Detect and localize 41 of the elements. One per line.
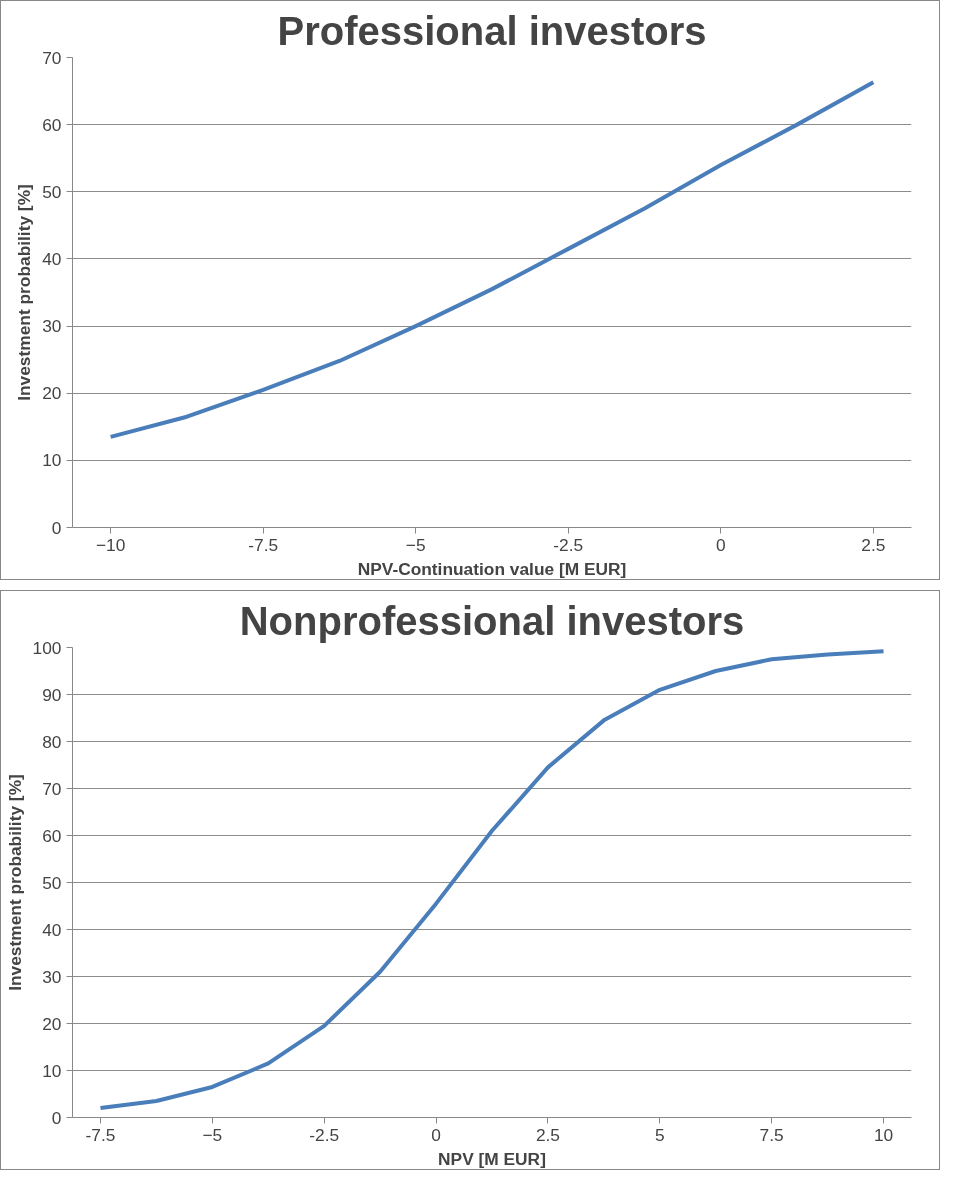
- x-tick-label: 10: [873, 1124, 894, 1145]
- x-tick-label: 2.5: [861, 534, 886, 555]
- x-tick-label: −5: [202, 1124, 223, 1145]
- x-tick-label: 7.5: [759, 1124, 784, 1145]
- x-tick-label: -7.5: [85, 1124, 116, 1145]
- y-tick-label: 60: [42, 114, 62, 135]
- x-axis-title: NPV [M EUR]: [438, 1148, 546, 1169]
- y-tick-label: 0: [51, 517, 62, 538]
- y-tick-label: 40: [42, 919, 62, 940]
- y-tick-label: 0: [51, 1107, 62, 1128]
- y-tick-label: 60: [42, 825, 62, 846]
- x-axis-title: NPV-Continuation value [M EUR]: [357, 558, 627, 579]
- y-tick-label: 40: [42, 248, 62, 269]
- y-tick-label: 80: [42, 731, 62, 752]
- y-tick-label: 10: [42, 1060, 62, 1081]
- y-tick-label: 70: [42, 47, 62, 68]
- y-tick-label: 30: [42, 316, 62, 337]
- chart-title: Nonprofessional investors: [239, 598, 745, 643]
- x-tick-label: 2.5: [535, 1124, 560, 1145]
- y-tick-label: 10: [42, 450, 62, 471]
- line-series: [98, 649, 886, 1111]
- y-tick-label: 100: [32, 637, 62, 658]
- y-tick-label: 70: [42, 778, 62, 799]
- y-tick-label: 50: [42, 872, 62, 893]
- x-tick-label: -2.5: [309, 1124, 340, 1145]
- x-tick-label: -2.5: [553, 534, 584, 555]
- x-tick-label: -7.5: [248, 534, 279, 555]
- y-tick-label: 50: [42, 181, 62, 202]
- x-tick-label: 0: [716, 534, 726, 555]
- y-axis-title: Investment probability [%]: [4, 774, 25, 991]
- x-tick-label: −5: [405, 534, 426, 555]
- line-series: [108, 80, 876, 439]
- chart-title: Professional investors: [277, 8, 707, 53]
- y-axis-title: Investment probability [%]: [14, 184, 35, 401]
- y-tick-label: 20: [42, 383, 62, 404]
- y-tick-label: 90: [42, 684, 62, 705]
- x-tick-label: 5: [654, 1124, 665, 1145]
- x-tick-label: −10: [95, 534, 126, 555]
- y-tick-label: 30: [42, 966, 62, 987]
- y-tick-label: 20: [42, 1013, 62, 1034]
- x-tick-label: 0: [431, 1124, 441, 1145]
